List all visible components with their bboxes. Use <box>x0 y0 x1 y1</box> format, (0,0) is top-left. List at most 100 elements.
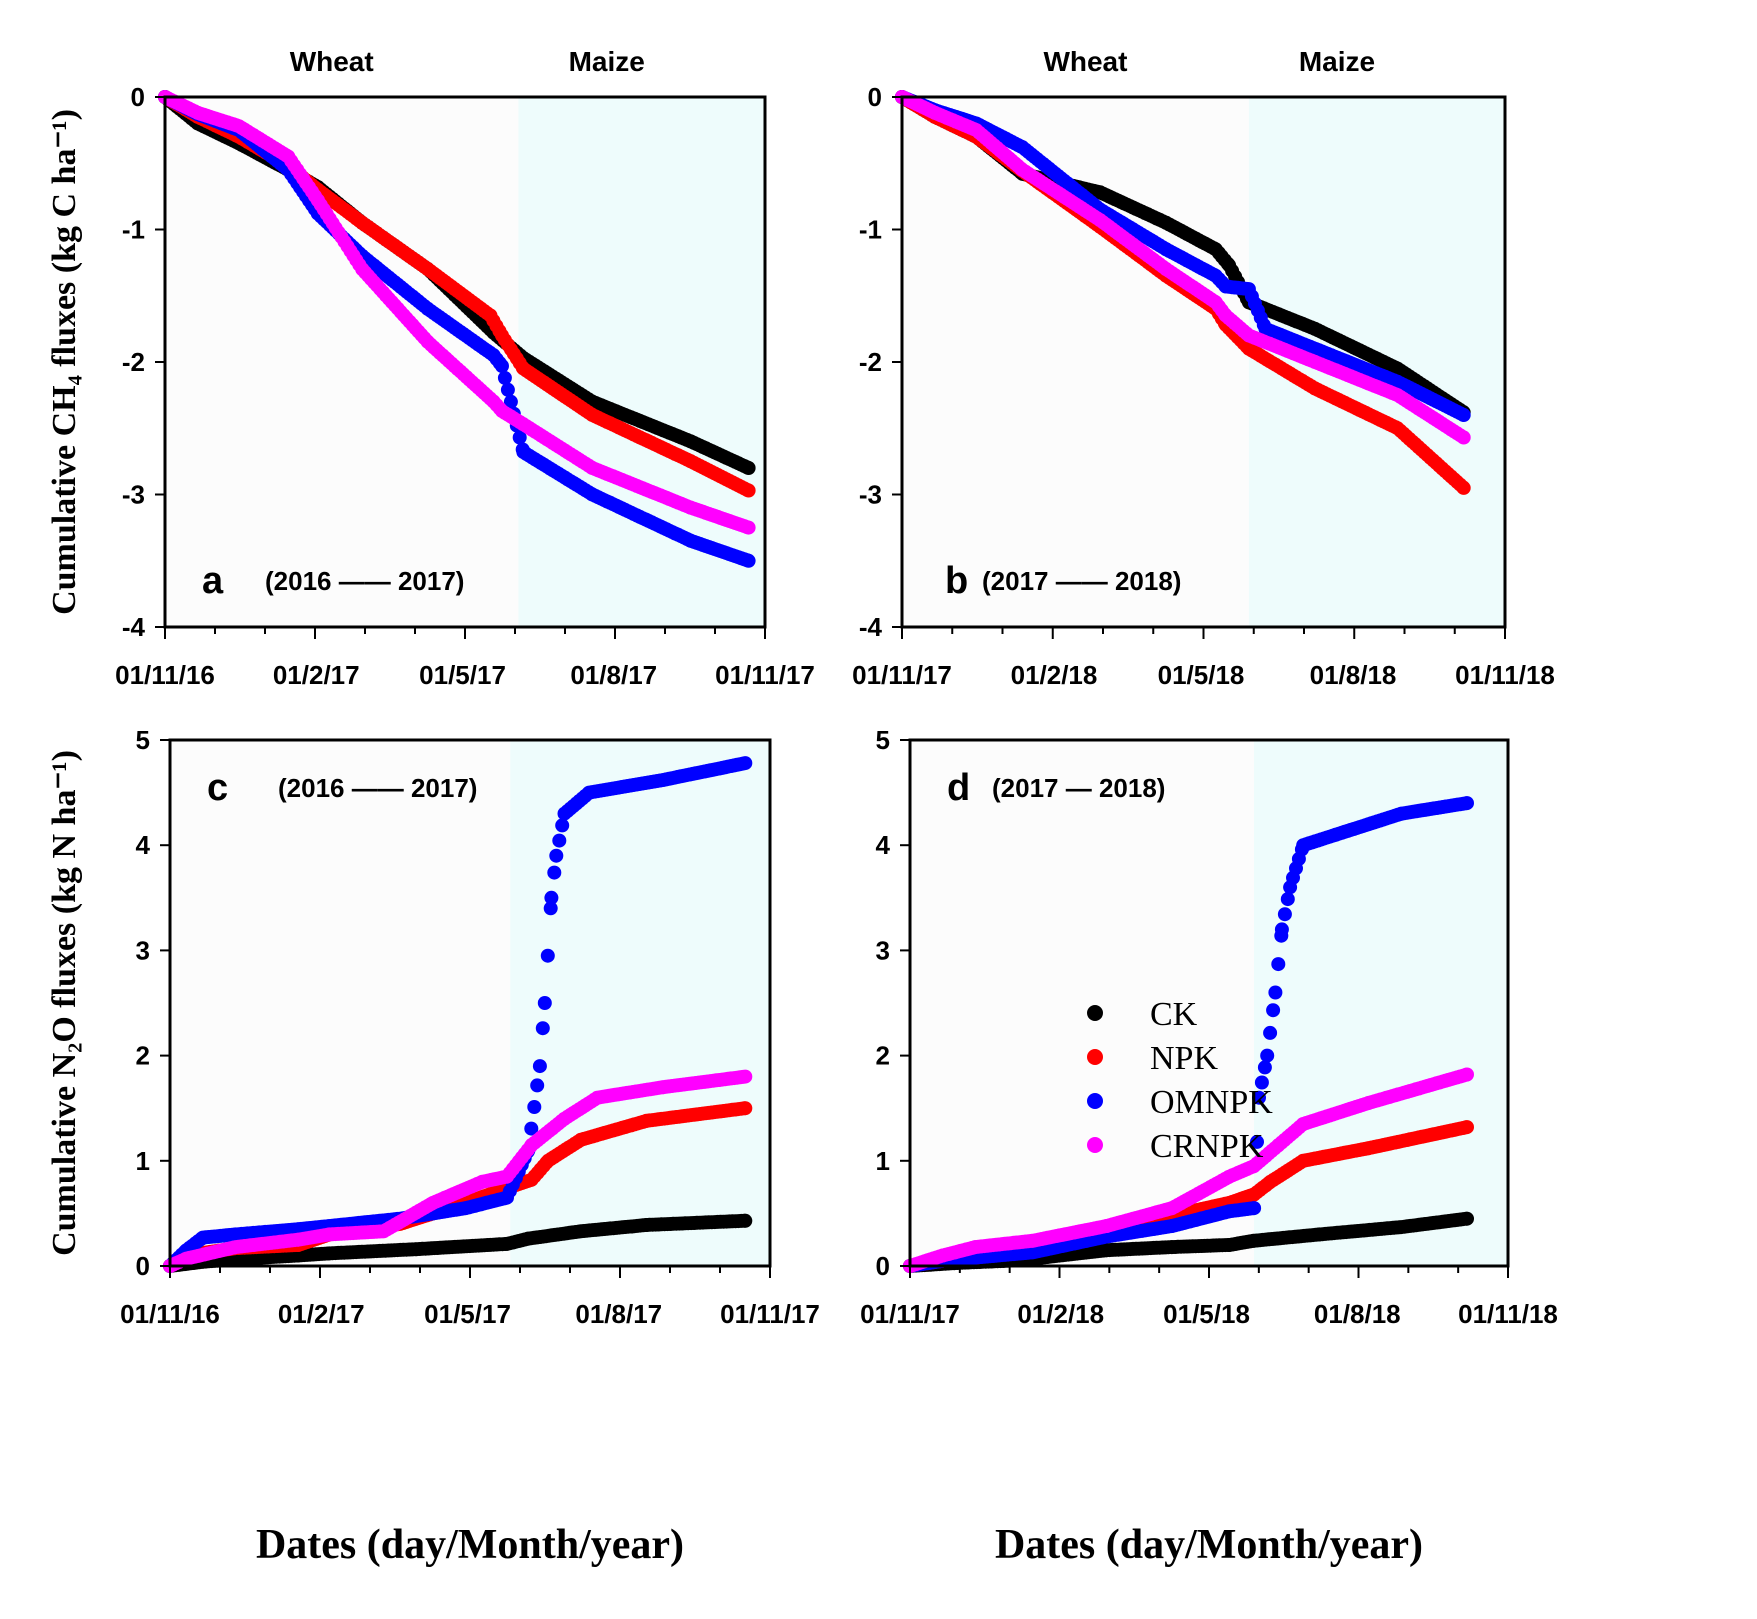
data-point <box>741 483 756 498</box>
data-point <box>738 1213 753 1228</box>
data-point <box>741 461 756 475</box>
y-tick-label: 5 <box>876 725 890 755</box>
data-point <box>741 553 756 568</box>
data-point <box>527 1100 542 1114</box>
panel-letter: c <box>207 767 228 809</box>
data-point <box>1460 796 1474 811</box>
y-axis-label: Cumulative N₂O fluxes (kg N ha⁻¹) <box>46 750 83 1256</box>
x-tick-label: 01/5/18 <box>1158 660 1245 690</box>
x-tick-label: 01/11/18 <box>1458 1299 1558 1329</box>
x-axis-label: Dates (day/Month/year) <box>256 1522 684 1568</box>
legend-marker-omnpk <box>1087 1093 1103 1109</box>
data-point <box>537 996 552 1010</box>
data-point <box>1456 480 1471 495</box>
y-tick-label: 4 <box>876 830 891 860</box>
data-point <box>512 430 527 445</box>
y-tick-label: 5 <box>136 725 150 755</box>
panel-letter: d <box>947 767 970 809</box>
data-point <box>497 370 512 385</box>
y-tick-label: -3 <box>859 480 882 510</box>
data-point <box>738 756 753 771</box>
y-tick-label: 2 <box>876 1041 890 1071</box>
panel-d: 0 1 2 3 4 5 01/11/17 01/2/18 01/5/18 01/8/18 01/11… <box>860 725 1558 1568</box>
legend-marker-crnpk <box>1087 1137 1103 1153</box>
x-tick-label: 01/11/16 <box>120 1299 220 1329</box>
data-point <box>543 901 558 916</box>
y-tick-label: 0 <box>876 1251 890 1281</box>
data-point <box>1250 1134 1264 1149</box>
data-point <box>1274 922 1289 937</box>
legend-label-omnpk: OMNPK <box>1150 1084 1273 1121</box>
season-label-wheat: Wheat <box>290 46 374 77</box>
x-tick-label: 01/8/17 <box>570 660 657 690</box>
x-tick-label: 01/8/18 <box>1310 660 1397 690</box>
data-point <box>1247 1201 1262 1216</box>
data-point <box>495 359 509 373</box>
x-tick-label: 01/5/17 <box>419 660 506 690</box>
y-tick-label: 1 <box>136 1146 150 1176</box>
data-point <box>1456 430 1471 445</box>
data-point <box>1280 892 1295 907</box>
y-tick-label: -2 <box>122 347 145 377</box>
x-tick-label: 01/11/17 <box>715 660 815 690</box>
x-tick-label: 01/5/18 <box>1163 1299 1250 1329</box>
y-tick-label: 4 <box>136 830 151 860</box>
data-point <box>503 394 518 409</box>
data-point <box>1268 985 1283 1000</box>
data-point <box>1460 1067 1474 1082</box>
panel-letter: a <box>202 560 224 602</box>
data-point <box>1456 408 1471 422</box>
data-point <box>547 865 562 880</box>
legend-label-crnpk: CRNPK <box>1150 1128 1264 1165</box>
period-label: (2016 —— 2017) <box>265 566 464 596</box>
y-tick-label: -4 <box>122 612 146 642</box>
series-crnpk <box>158 90 756 535</box>
period-label: (2016 —— 2017) <box>278 773 477 803</box>
data-point <box>500 382 515 397</box>
y-tick-label: -2 <box>859 347 882 377</box>
data-point <box>535 1021 550 1036</box>
x-tick-label: 01/5/17 <box>424 1299 511 1329</box>
y-tick-label: -3 <box>122 480 145 510</box>
data-point <box>1260 1048 1275 1063</box>
x-tick-label: 01/11/17 <box>852 660 952 690</box>
period-label: (2017 —— 2018) <box>982 566 1181 596</box>
data-point <box>552 833 567 848</box>
series-crnpk <box>895 90 1471 445</box>
series-ck <box>163 1213 753 1273</box>
y-tick-label: -4 <box>859 612 883 642</box>
y-tick-label: 3 <box>876 935 890 965</box>
legend: CK NPK OMNPK CRNPK <box>1087 996 1273 1165</box>
x-tick-label: 01/8/17 <box>575 1299 662 1329</box>
season-label-maize: Maize <box>569 46 645 77</box>
maize-season-shading <box>510 740 770 1266</box>
x-axis-label: Dates (day/Month/year) <box>995 1522 1423 1568</box>
season-label-maize: Maize <box>1299 46 1375 77</box>
data-point <box>738 1101 753 1116</box>
y-tick-label: 0 <box>136 1251 150 1281</box>
x-tick-label: 01/8/18 <box>1314 1299 1401 1329</box>
legend-label-npk: NPK <box>1150 1040 1218 1077</box>
x-tick-label: 01/11/17 <box>860 1299 960 1329</box>
panel-b: 0 -1 -2 -3 -4 01/11/17 01/2/18 01/5/18 01/8/18 01… <box>852 46 1555 690</box>
y-tick-label: -1 <box>122 215 145 245</box>
data-point <box>544 890 559 905</box>
data-point <box>1252 1090 1266 1105</box>
data-point <box>1266 1003 1281 1018</box>
x-tick-label: 01/2/18 <box>1017 1299 1104 1329</box>
data-point <box>1277 907 1292 922</box>
data-point <box>549 848 564 863</box>
legend-label-ck: CK <box>1150 996 1198 1033</box>
x-tick-label: 01/11/17 <box>720 1299 820 1329</box>
y-tick-label: 0 <box>131 82 145 112</box>
series-omnpk <box>903 796 1474 1273</box>
data-point <box>555 818 570 833</box>
y-axis-label: Cumulative CH₄ fluxes (kg C ha⁻¹) <box>46 109 83 615</box>
y-tick-label: -1 <box>859 215 882 245</box>
maize-season-shading <box>518 97 765 627</box>
data-point <box>1254 1075 1269 1090</box>
data-point <box>540 948 555 963</box>
x-tick-label: 01/11/16 <box>115 660 215 690</box>
y-tick-label: 3 <box>136 935 150 965</box>
